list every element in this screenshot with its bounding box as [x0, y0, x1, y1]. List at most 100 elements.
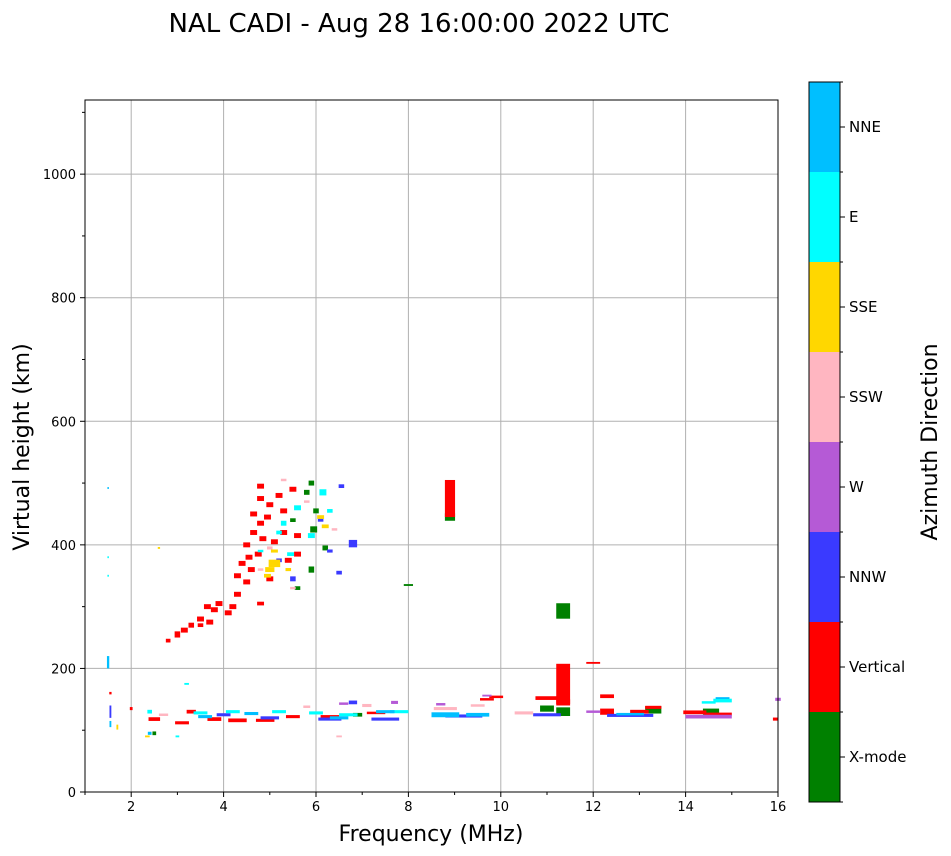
data-point	[265, 567, 275, 573]
data-point	[336, 570, 342, 575]
data-point	[616, 712, 645, 716]
data-point	[210, 607, 218, 613]
axes-frame	[84, 99, 779, 793]
data-point	[275, 492, 283, 498]
colorbar-segment	[809, 262, 840, 352]
data-point	[303, 489, 310, 495]
data-point	[257, 483, 265, 489]
data-marks	[106, 478, 781, 738]
y-axis-ticks: 0 200 400 600 800 1000	[43, 111, 85, 801]
data-point	[327, 549, 333, 553]
data-point	[145, 735, 150, 738]
x-tick-label: 12	[585, 800, 602, 815]
colorbar-segment	[809, 352, 840, 442]
data-point	[215, 601, 223, 607]
data-point	[109, 720, 112, 728]
data-point	[238, 560, 246, 566]
y-tick-label: 1000	[43, 168, 76, 183]
colorbar-label: Azimuth Direction	[918, 343, 943, 540]
data-point	[244, 711, 259, 716]
series-nne	[106, 487, 730, 735]
data-point	[556, 699, 571, 706]
data-point	[233, 591, 241, 597]
colorbar-segment	[809, 82, 840, 172]
data-point	[289, 486, 297, 492]
data-point	[106, 656, 110, 669]
data-point	[480, 698, 494, 701]
colorbar-frame	[808, 81, 841, 803]
data-point	[433, 707, 457, 711]
data-point	[259, 536, 267, 542]
data-point	[107, 556, 109, 559]
data-point	[303, 500, 310, 503]
data-point	[290, 586, 296, 590]
data-point	[109, 705, 112, 718]
data-point	[294, 551, 301, 557]
colorbar-tick-label: NNW	[849, 568, 886, 586]
data-point	[280, 478, 287, 482]
data-point	[109, 691, 112, 695]
data-point	[702, 708, 720, 715]
data-point	[186, 709, 196, 714]
data-point	[431, 712, 460, 718]
data-point	[403, 584, 414, 586]
data-point	[257, 520, 265, 526]
data-point	[630, 709, 649, 714]
data-point	[207, 717, 222, 721]
data-point	[287, 552, 295, 556]
data-point	[285, 715, 300, 719]
data-point	[713, 698, 732, 703]
data-point	[371, 717, 400, 721]
data-point	[197, 623, 204, 628]
y-tick-label: 400	[51, 539, 76, 554]
y-tick-label: 200	[51, 662, 76, 677]
data-point	[184, 682, 189, 685]
data-point	[216, 713, 231, 717]
data-point	[317, 515, 325, 519]
x-tick-label: 4	[219, 800, 227, 815]
x-axis-label: Frequency (MHz)	[339, 822, 524, 847]
data-point	[264, 573, 271, 578]
data-point	[224, 610, 232, 616]
data-point	[338, 484, 345, 489]
data-point	[254, 551, 262, 557]
data-point	[193, 711, 208, 715]
data-point	[389, 710, 409, 714]
y-axis-label: Virtual height (km)	[10, 343, 35, 550]
data-point	[436, 703, 446, 706]
data-point	[327, 509, 333, 513]
data-point	[243, 542, 251, 548]
colorbar-tick-label: X-mode	[849, 748, 906, 766]
data-point	[317, 518, 324, 522]
data-point	[225, 710, 240, 714]
data-point	[645, 705, 662, 709]
data-point	[270, 549, 278, 553]
x-tick-label: 10	[493, 800, 510, 815]
series-sse	[116, 515, 329, 738]
data-point	[310, 526, 318, 533]
colorbar: X-mode Vertical NNW W SSW SSE E NNE	[809, 81, 906, 803]
data-point	[257, 568, 264, 571]
data-point	[445, 714, 483, 718]
data-point	[645, 706, 662, 714]
y-tick-label: 0	[68, 786, 76, 801]
data-point	[290, 518, 296, 522]
data-point	[148, 717, 161, 721]
data-point	[586, 710, 601, 713]
data-point	[303, 705, 311, 708]
data-point	[322, 545, 329, 551]
data-point	[107, 574, 109, 577]
colorbar-tick-label: NNE	[849, 118, 881, 136]
data-point	[339, 713, 358, 717]
data-point	[266, 576, 274, 582]
data-point	[600, 694, 614, 699]
data-point	[257, 601, 265, 606]
data-point	[308, 566, 315, 573]
data-point	[362, 703, 372, 708]
data-point	[129, 707, 133, 711]
colorbar-tick-label: Vertical	[849, 658, 905, 676]
colorbar-tick-label: SSE	[849, 298, 878, 316]
x-tick-label: 14	[677, 800, 694, 815]
data-point	[772, 717, 779, 721]
